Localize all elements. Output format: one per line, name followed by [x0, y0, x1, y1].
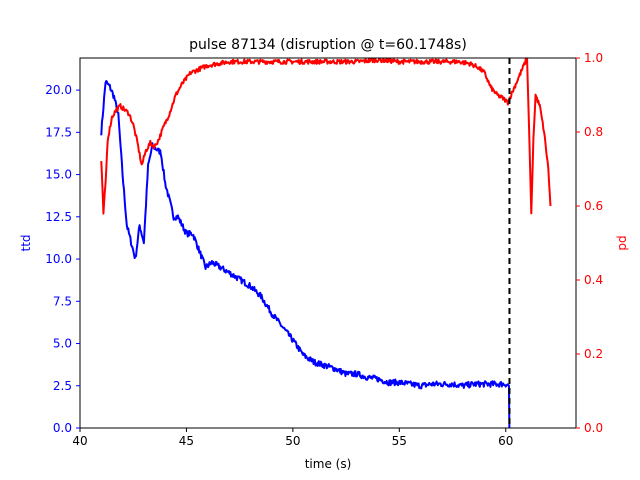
left-y-tick-label: 10.0 — [45, 252, 72, 266]
left-y-tick-label: 15.0 — [45, 168, 72, 182]
left-y-tick-label: 17.5 — [45, 125, 72, 139]
x-tick-label: 55 — [392, 434, 407, 448]
pd-series-line — [100, 58, 552, 215]
right-y-tick-label: 0.2 — [584, 347, 603, 361]
left-y-tick-label: 7.5 — [53, 294, 72, 308]
right-y-tick-label: 0.6 — [584, 199, 603, 213]
chart-title: pulse 87134 (disruption @ t=60.1748s) — [189, 37, 467, 53]
left-y-tick-label: 0.0 — [53, 421, 72, 435]
x-tick-label: 60 — [498, 434, 513, 448]
plot-area: 40 45 50 55 60 0.0 2.5 5.0 7.5 10.0 12.5 15.0 17.5 20… — [45, 51, 603, 448]
left-y-tick-label: 20.0 — [45, 83, 72, 97]
left-y-tick-label: 2.5 — [53, 379, 72, 393]
left-y-tick-label: 12.5 — [45, 210, 72, 224]
x-tick-label: 50 — [285, 434, 300, 448]
left-axis-title: ttd — [19, 234, 33, 251]
x-tick-label: 45 — [179, 434, 194, 448]
right-y-tick-label: 1.0 — [584, 51, 603, 65]
x-tick-label: 40 — [72, 434, 87, 448]
x-axis-title: time (s) — [305, 457, 352, 471]
plot-frame — [79, 57, 577, 429]
right-y-tick-label: 0.0 — [584, 421, 603, 435]
ttd-series-line — [100, 80, 511, 428]
right-y-tick-label: 0.8 — [584, 125, 603, 139]
left-y-tick-label: 5.0 — [53, 337, 72, 351]
right-axis-title: pd — [615, 235, 629, 250]
right-y-tick-label: 0.4 — [584, 273, 603, 287]
